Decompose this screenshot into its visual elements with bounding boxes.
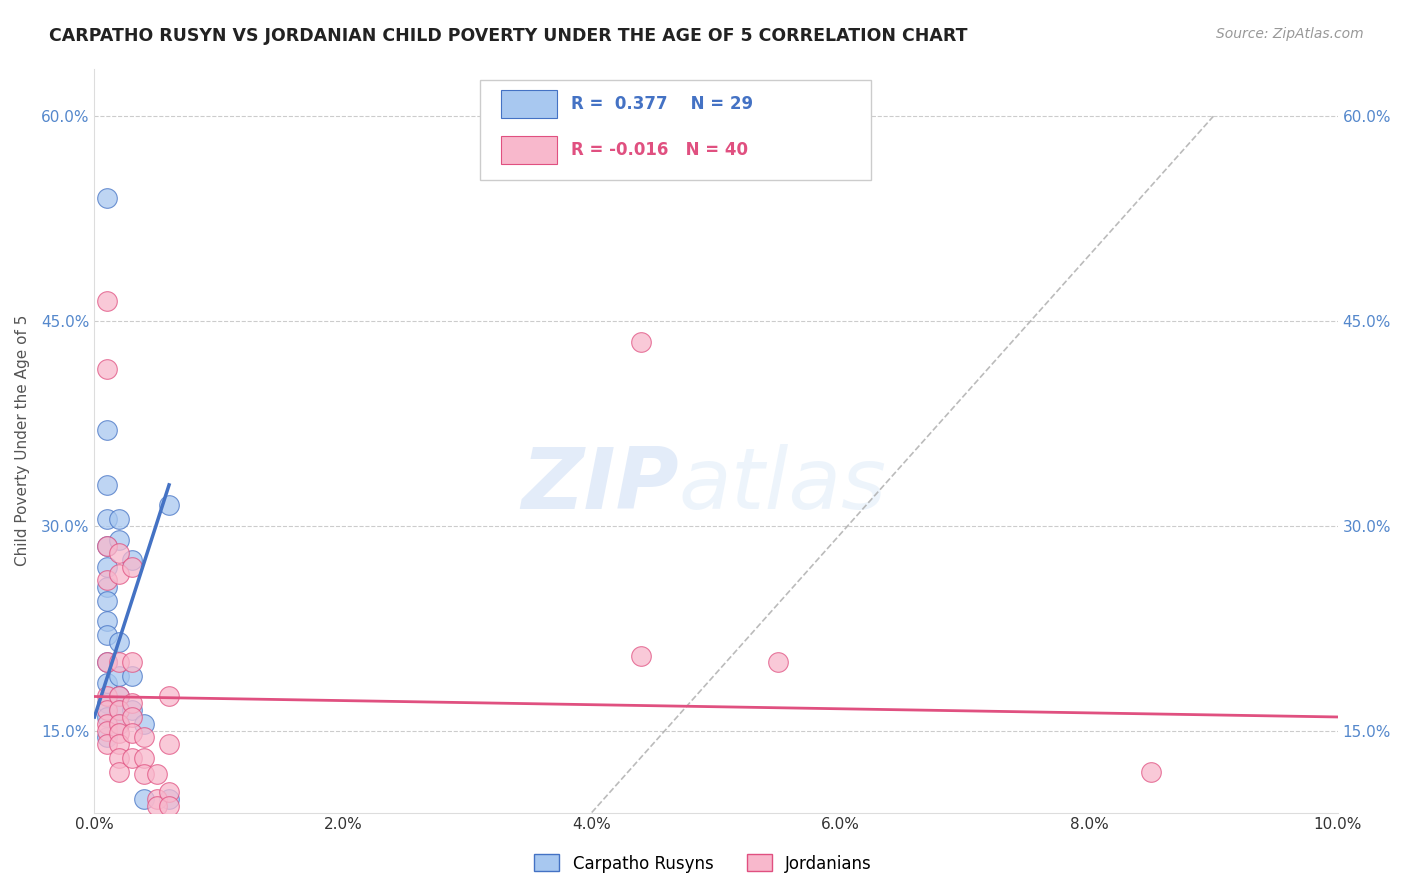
Point — [96, 710, 118, 724]
Point — [1140, 764, 1163, 779]
Point — [96, 656, 118, 670]
Point — [108, 764, 131, 779]
Point — [108, 669, 131, 683]
Point — [145, 798, 167, 813]
Y-axis label: Child Poverty Under the Age of 5: Child Poverty Under the Age of 5 — [15, 315, 30, 566]
Point — [108, 656, 131, 670]
Point — [96, 362, 118, 376]
Point — [108, 635, 131, 649]
Point — [630, 334, 652, 349]
Point — [108, 512, 131, 526]
Point — [134, 751, 156, 765]
Point — [108, 690, 131, 704]
Point — [157, 499, 180, 513]
Point — [96, 293, 118, 308]
Point — [121, 669, 143, 683]
Point — [96, 696, 118, 710]
Point — [108, 546, 131, 560]
Point — [108, 566, 131, 581]
Point — [121, 559, 143, 574]
Point — [108, 703, 131, 717]
Text: CARPATHO RUSYN VS JORDANIAN CHILD POVERTY UNDER THE AGE OF 5 CORRELATION CHART: CARPATHO RUSYN VS JORDANIAN CHILD POVERT… — [49, 27, 967, 45]
Point — [157, 737, 180, 751]
Point — [108, 716, 131, 731]
Point — [96, 628, 118, 642]
Point — [145, 767, 167, 781]
Point — [108, 726, 131, 740]
Point — [121, 553, 143, 567]
Point — [96, 539, 118, 553]
Point — [108, 533, 131, 547]
Point — [96, 656, 118, 670]
Point — [96, 737, 118, 751]
FancyBboxPatch shape — [479, 79, 872, 180]
Point — [96, 731, 118, 745]
Point — [96, 191, 118, 205]
Point — [157, 798, 180, 813]
Point — [96, 574, 118, 588]
Point — [96, 615, 118, 629]
Point — [134, 716, 156, 731]
Point — [630, 648, 652, 663]
Point — [96, 716, 118, 731]
FancyBboxPatch shape — [501, 136, 557, 164]
Point — [96, 723, 118, 738]
FancyBboxPatch shape — [501, 90, 557, 118]
Point — [157, 785, 180, 799]
Point — [134, 767, 156, 781]
Text: R = -0.016   N = 40: R = -0.016 N = 40 — [571, 141, 748, 160]
Point — [157, 792, 180, 806]
Point — [108, 690, 131, 704]
Point — [96, 512, 118, 526]
Point — [121, 751, 143, 765]
Point — [96, 478, 118, 492]
Point — [96, 594, 118, 608]
Point — [121, 656, 143, 670]
Point — [108, 703, 131, 717]
Point — [121, 726, 143, 740]
Point — [134, 792, 156, 806]
Point — [96, 423, 118, 437]
Point — [96, 676, 118, 690]
Point — [108, 716, 131, 731]
Text: ZIP: ZIP — [522, 443, 679, 526]
Point — [96, 539, 118, 553]
Point — [121, 710, 143, 724]
Point — [96, 703, 118, 717]
Point — [96, 690, 118, 704]
Point — [108, 737, 131, 751]
Point — [134, 731, 156, 745]
Legend: Carpatho Rusyns, Jordanians: Carpatho Rusyns, Jordanians — [527, 847, 879, 880]
Point — [157, 690, 180, 704]
Point — [145, 792, 167, 806]
Point — [121, 696, 143, 710]
Point — [96, 559, 118, 574]
Text: R =  0.377    N = 29: R = 0.377 N = 29 — [571, 95, 752, 113]
Text: Source: ZipAtlas.com: Source: ZipAtlas.com — [1216, 27, 1364, 41]
Point — [108, 751, 131, 765]
Text: atlas: atlas — [679, 443, 887, 526]
Point — [121, 703, 143, 717]
Point — [96, 580, 118, 594]
Point — [766, 656, 789, 670]
